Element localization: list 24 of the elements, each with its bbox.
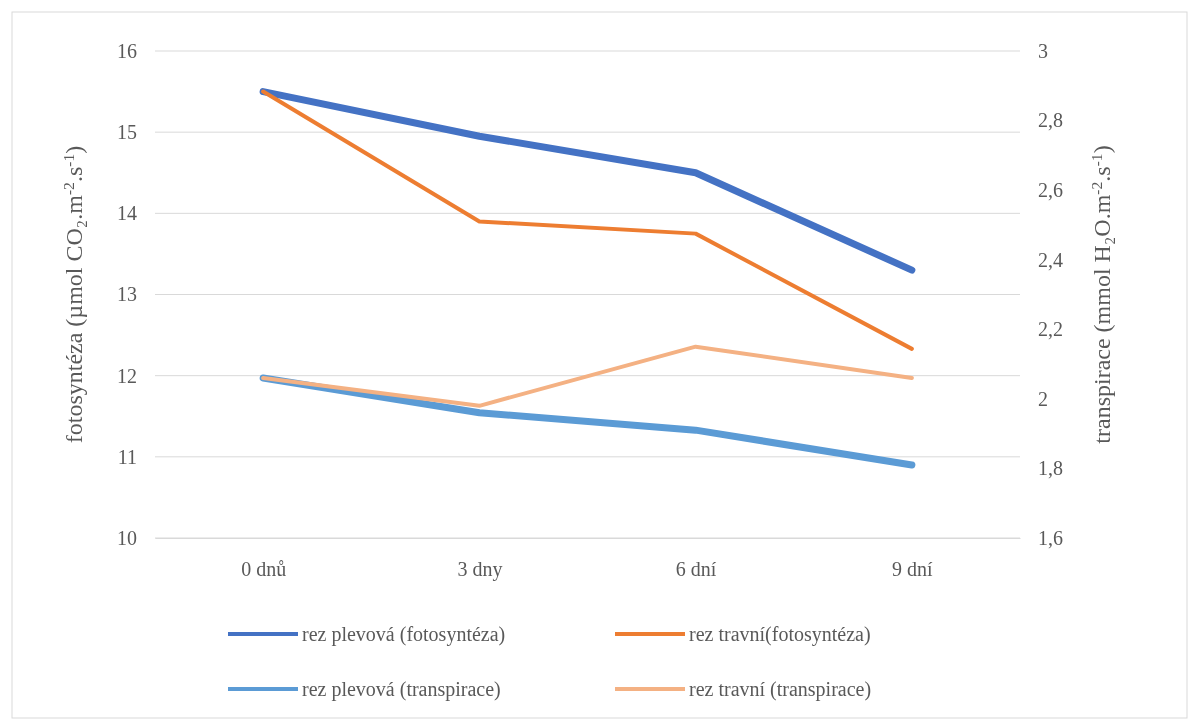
y2-tick-label: 1,8 — [1038, 457, 1063, 480]
y-tick-label: 16 — [117, 39, 137, 62]
y2-tick-label: 3 — [1038, 39, 1048, 62]
legend-label: rez travní(fotosyntéza) — [689, 623, 871, 646]
y2-tick-label: 2,2 — [1038, 318, 1063, 341]
y-tick-label: 12 — [117, 364, 137, 387]
line-series — [261, 89, 914, 351]
legend-label: rez plevová (fotosyntéza) — [302, 623, 506, 646]
y-tick-label: 13 — [117, 283, 137, 306]
legend-label: rez travní (transpirace) — [689, 678, 872, 701]
y-tick-label: 15 — [117, 121, 137, 144]
y2-tick-label: 2,8 — [1038, 109, 1063, 132]
y2-tick-label: 1,6 — [1038, 526, 1063, 549]
y-tick-label: 10 — [117, 526, 137, 549]
y2-tick-label: 2 — [1038, 387, 1048, 410]
y-tick-label: 11 — [117, 445, 137, 468]
y2-tick-label: 2,6 — [1038, 179, 1063, 202]
y2-tick-label: 2,4 — [1038, 248, 1063, 271]
x-tick-label: 6 dní — [675, 558, 717, 581]
x-tick-label: 9 dní — [892, 558, 934, 581]
x-tick-label: 0 dnů — [241, 558, 287, 581]
y-tick-label: 14 — [117, 202, 137, 225]
x-tick-label: 3 dny — [457, 558, 503, 582]
legend-label: rez plevová (transpirace) — [302, 678, 501, 701]
